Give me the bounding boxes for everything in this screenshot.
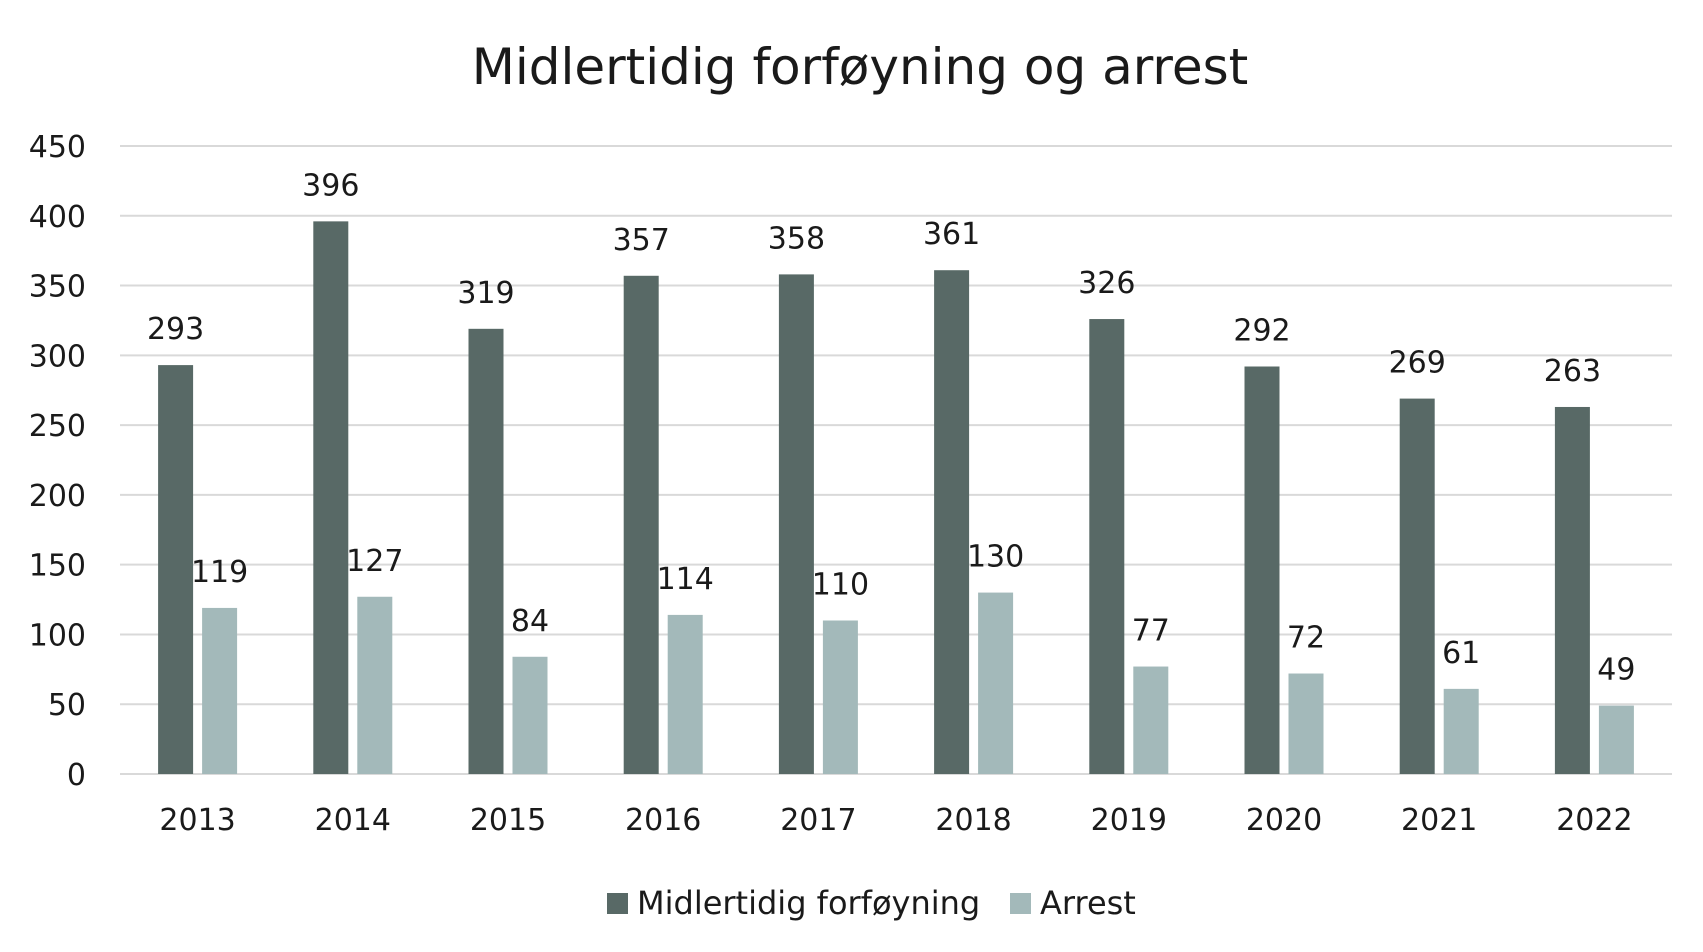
- legend-item-midlertidig-forfoyning: Midlertidig forføyning: [607, 884, 980, 922]
- data-label: 263: [1544, 354, 1601, 389]
- x-tick-label: 2018: [935, 803, 1011, 838]
- bar-arrest: [667, 614, 703, 774]
- bar-midlertidig-forfoyning: [934, 270, 970, 774]
- y-tick-label: 400: [29, 200, 86, 235]
- data-label: 361: [923, 217, 980, 252]
- data-label: 114: [657, 562, 714, 597]
- x-tick-label: 2020: [1246, 803, 1322, 838]
- y-tick-label: 350: [29, 270, 86, 305]
- bar-midlertidig-forfoyning: [158, 365, 194, 774]
- bar-arrest: [1443, 688, 1479, 774]
- bar-arrest: [1133, 666, 1169, 774]
- x-tick-label: 2014: [315, 803, 391, 838]
- data-label: 72: [1287, 621, 1325, 656]
- data-label: 77: [1132, 614, 1170, 649]
- data-label: 84: [511, 604, 549, 639]
- legend-swatch: [607, 893, 628, 914]
- bar-arrest: [202, 607, 238, 774]
- y-tick-label: 200: [29, 479, 86, 514]
- data-label: 319: [457, 276, 514, 311]
- bar-midlertidig-forfoyning: [778, 274, 814, 774]
- data-label: 61: [1442, 636, 1480, 671]
- bar-arrest: [1288, 673, 1324, 774]
- bar-arrest: [822, 620, 858, 774]
- y-tick-label: 50: [48, 688, 86, 723]
- data-label: 292: [1233, 313, 1290, 348]
- bar-midlertidig-forfoyning: [468, 328, 504, 774]
- bar-midlertidig-forfoyning: [1399, 398, 1435, 774]
- data-label: 110: [812, 567, 869, 602]
- data-label: 293: [147, 312, 204, 347]
- data-label: 49: [1597, 653, 1635, 688]
- data-label: 130: [967, 540, 1024, 575]
- bar-midlertidig-forfoyning: [1244, 366, 1280, 774]
- bar-arrest: [978, 592, 1014, 774]
- bar-arrest: [357, 596, 393, 774]
- data-label: 396: [302, 168, 359, 203]
- y-tick-label: 300: [29, 339, 86, 374]
- y-axis-ticks: 0 50 100 150 200 250 300 350 400 450: [29, 130, 86, 793]
- y-tick-label: 150: [29, 549, 86, 584]
- y-tick-label: 100: [29, 618, 86, 653]
- data-label: 326: [1078, 266, 1135, 301]
- bar-arrest: [512, 656, 548, 774]
- bar-arrest: [1598, 705, 1634, 774]
- legend: Midlertidig forføyning Arrest: [607, 884, 1136, 922]
- x-tick-label: 2017: [780, 803, 856, 838]
- legend-swatch: [1010, 893, 1031, 914]
- y-tick-label: 450: [29, 130, 86, 165]
- x-tick-label: 2021: [1401, 803, 1477, 838]
- data-label: 357: [613, 223, 670, 258]
- chart-title: Midlertidig forføyning og arrest: [472, 38, 1249, 96]
- y-tick-label: 0: [67, 758, 86, 793]
- legend-label: Arrest: [1040, 884, 1136, 922]
- x-axis-ticks: 2013 2014 2015 2016 2017 2018 2019 2020 2021 2022: [159, 803, 1632, 838]
- data-labels: 293 119 396 127 319 84 357 114 358 110 361 130 326 77…: [147, 168, 1636, 687]
- legend-item-arrest: Arrest: [1010, 884, 1136, 922]
- bar-midlertidig-forfoyning: [313, 221, 349, 775]
- data-label: 269: [1389, 346, 1446, 381]
- x-tick-label: 2022: [1556, 803, 1632, 838]
- bars: [158, 221, 1634, 775]
- data-label: 119: [191, 555, 248, 590]
- x-tick-label: 2015: [470, 803, 546, 838]
- x-tick-label: 2019: [1091, 803, 1167, 838]
- data-label: 127: [346, 544, 403, 579]
- y-tick-label: 250: [29, 409, 86, 444]
- x-tick-label: 2013: [159, 803, 235, 838]
- gridlines: [120, 145, 1672, 775]
- bar-midlertidig-forfoyning: [1554, 406, 1590, 774]
- bar-midlertidig-forfoyning: [1089, 319, 1125, 774]
- x-tick-label: 2016: [625, 803, 701, 838]
- data-label: 358: [768, 221, 825, 256]
- bar-midlertidig-forfoyning: [623, 275, 659, 774]
- legend-label: Midlertidig forføyning: [637, 884, 980, 922]
